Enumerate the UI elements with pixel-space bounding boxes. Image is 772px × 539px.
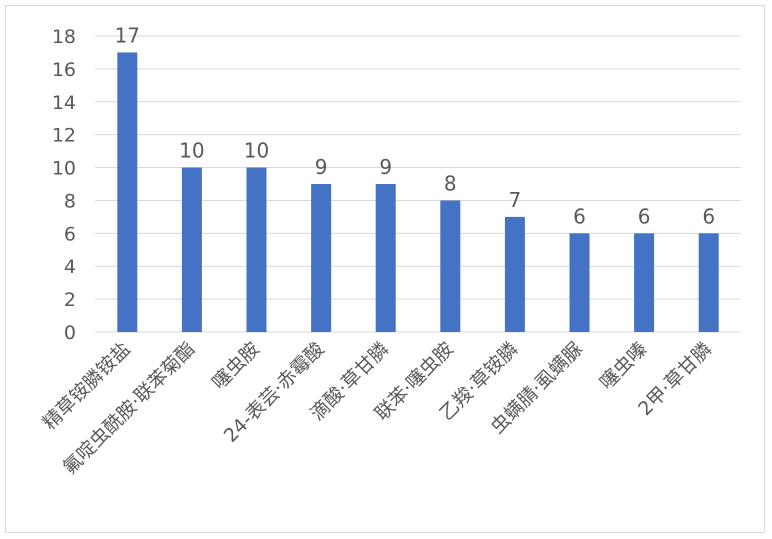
bar <box>440 200 461 332</box>
bar <box>634 233 655 332</box>
bars <box>117 52 719 332</box>
data-label: 7 <box>509 188 522 212</box>
gridlines <box>95 35 741 333</box>
data-label: 8 <box>444 171 457 195</box>
bar-chart: 0 2 4 6 8 10 12 14 16 18 17 10 10 9 9 8 7 6 6 6 精草铵膦铵盐氟啶虫酰… <box>39 23 741 479</box>
y-tick-label: 6 <box>64 223 76 245</box>
data-label: 6 <box>702 204 715 228</box>
y-tick-label: 0 <box>64 322 76 344</box>
chart-frame: 0 2 4 6 8 10 12 14 16 18 17 10 10 9 9 8 7 6 6 6 精草铵膦铵盐 氟啶虫酰… <box>5 5 765 533</box>
y-tick-label: 14 <box>52 92 76 114</box>
data-label: 6 <box>573 204 586 228</box>
y-tick-label: 8 <box>64 190 76 212</box>
y-tick-label: 18 <box>52 26 76 48</box>
y-tick-label: 4 <box>64 256 76 278</box>
bar <box>117 52 138 332</box>
y-axis-ticks: 0 2 4 6 8 10 12 14 16 18 <box>52 26 76 344</box>
data-labels: 17 10 10 9 9 8 7 6 6 6 <box>115 23 715 228</box>
data-label: 6 <box>638 204 651 228</box>
data-label: 9 <box>315 155 328 179</box>
data-label: 9 <box>379 155 392 179</box>
bar <box>181 167 202 332</box>
x-category-label: 噻虫嗪 <box>596 338 652 394</box>
data-label: 17 <box>115 23 140 47</box>
bar <box>698 233 719 332</box>
bar <box>246 167 267 332</box>
y-tick-label: 10 <box>52 158 76 180</box>
y-tick-label: 16 <box>52 59 76 81</box>
data-label: 10 <box>244 139 269 163</box>
data-label: 10 <box>179 139 204 163</box>
x-category-label: 噻虫胺 <box>208 338 264 394</box>
bar <box>504 216 525 332</box>
y-tick-label: 12 <box>52 125 76 147</box>
bar <box>375 184 396 332</box>
bar <box>311 184 332 332</box>
bar <box>569 233 590 332</box>
y-tick-label: 2 <box>64 289 76 311</box>
